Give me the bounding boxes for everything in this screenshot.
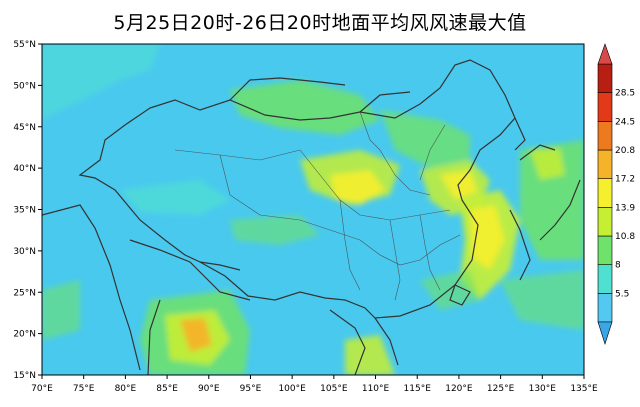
colorbar-segment: [597, 63, 613, 93]
country-borders: [42, 59, 581, 375]
lon-tick-label: 90°E: [198, 384, 220, 394]
colorbar-label: 17.2: [615, 175, 635, 185]
lon-tick-label: 75°E: [73, 384, 95, 394]
lat-tick-label: 50°N: [13, 81, 36, 91]
colorbar-segment: [597, 293, 613, 323]
colorbar-segment: [597, 264, 613, 294]
colorbar-segment: [597, 121, 613, 151]
colorbar-label: 24.5: [615, 117, 635, 127]
colorbar-label: 8: [615, 261, 621, 271]
lon-tick-label: 115°E: [404, 384, 432, 394]
lon-tick-label: 105°E: [320, 384, 348, 394]
colorbar-label: 20.8: [615, 146, 635, 156]
lat-tick-label: 40°N: [13, 164, 36, 174]
province-borders: [174, 111, 461, 301]
lon-tick-label: 130°E: [529, 384, 557, 394]
wind-patches: [42, 44, 584, 375]
colorbar-segment: [597, 207, 613, 237]
lon-tick-label: 120°E: [445, 384, 473, 394]
colorbar-segment: [597, 149, 613, 179]
latitude-axis: 15°N 20°N 25°N 30°N 35°N 40°N 45°N 50°N 55°N: [13, 40, 42, 381]
longitude-axis: 70°E 75°E 80°E 85°E 90°E 95°E 100°E 105°E 110°E 1…: [31, 375, 598, 394]
lon-tick-label: 80°E: [115, 384, 137, 394]
colorbar-label: 13.9: [615, 203, 635, 213]
colorbar-top-arrow: [597, 43, 613, 65]
wind-field: [42, 44, 584, 375]
colorbar-label: 28.5: [615, 89, 635, 99]
colorbar-segment: [597, 92, 613, 122]
lat-tick-label: 15°N: [13, 371, 36, 381]
colorbar-label: 5.5: [615, 289, 629, 299]
colorbar: 5.5 8 10.8 13.9 17.2 20.8 24.5 28.5: [597, 43, 635, 345]
lon-tick-label: 95°E: [240, 384, 262, 394]
lon-tick-label: 135°E: [570, 384, 598, 394]
lon-tick-label: 85°E: [156, 384, 178, 394]
colorbar-label: 10.8: [615, 232, 635, 242]
lon-tick-label: 100°E: [278, 384, 306, 394]
colorbar-segment: [597, 178, 613, 208]
page-title: 5月25日20时-26日20时地面平均风风速最大值: [113, 12, 527, 34]
lat-tick-label: 30°N: [13, 247, 36, 257]
lat-tick-label: 25°N: [13, 288, 36, 298]
lat-tick-label: 20°N: [13, 330, 36, 340]
colorbar-segment: [597, 235, 613, 265]
lon-tick-label: 70°E: [31, 384, 53, 394]
colorbar-bottom-arrow: [597, 321, 613, 345]
lat-tick-label: 55°N: [13, 40, 36, 50]
lon-tick-label: 125°E: [487, 384, 515, 394]
lon-tick-label: 110°E: [362, 384, 390, 394]
lat-tick-label: 45°N: [13, 123, 36, 133]
lat-tick-label: 35°N: [13, 206, 36, 216]
